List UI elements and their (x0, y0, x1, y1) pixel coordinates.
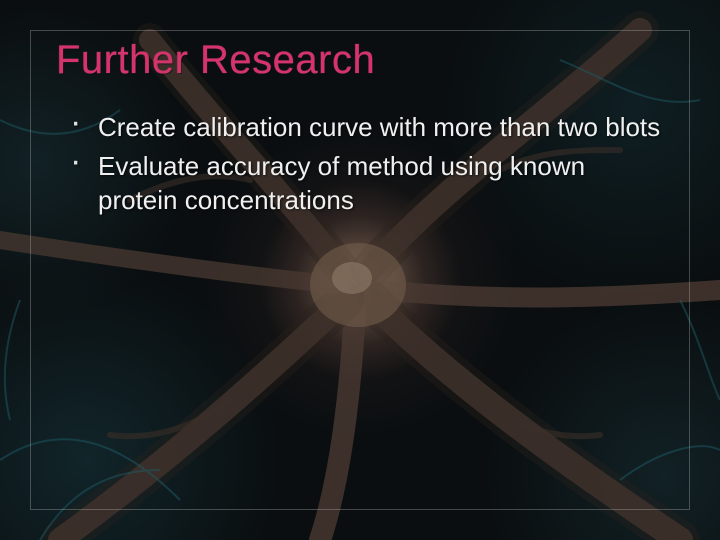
bullet-list: Create calibration curve with more than … (56, 111, 664, 217)
slide-content: Further Research Create calibration curv… (0, 0, 720, 540)
slide: Further Research Create calibration curv… (0, 0, 720, 540)
slide-title: Further Research (56, 38, 664, 83)
bullet-item: Create calibration curve with more than … (66, 111, 664, 144)
bullet-item: Evaluate accuracy of method using known … (66, 150, 664, 217)
